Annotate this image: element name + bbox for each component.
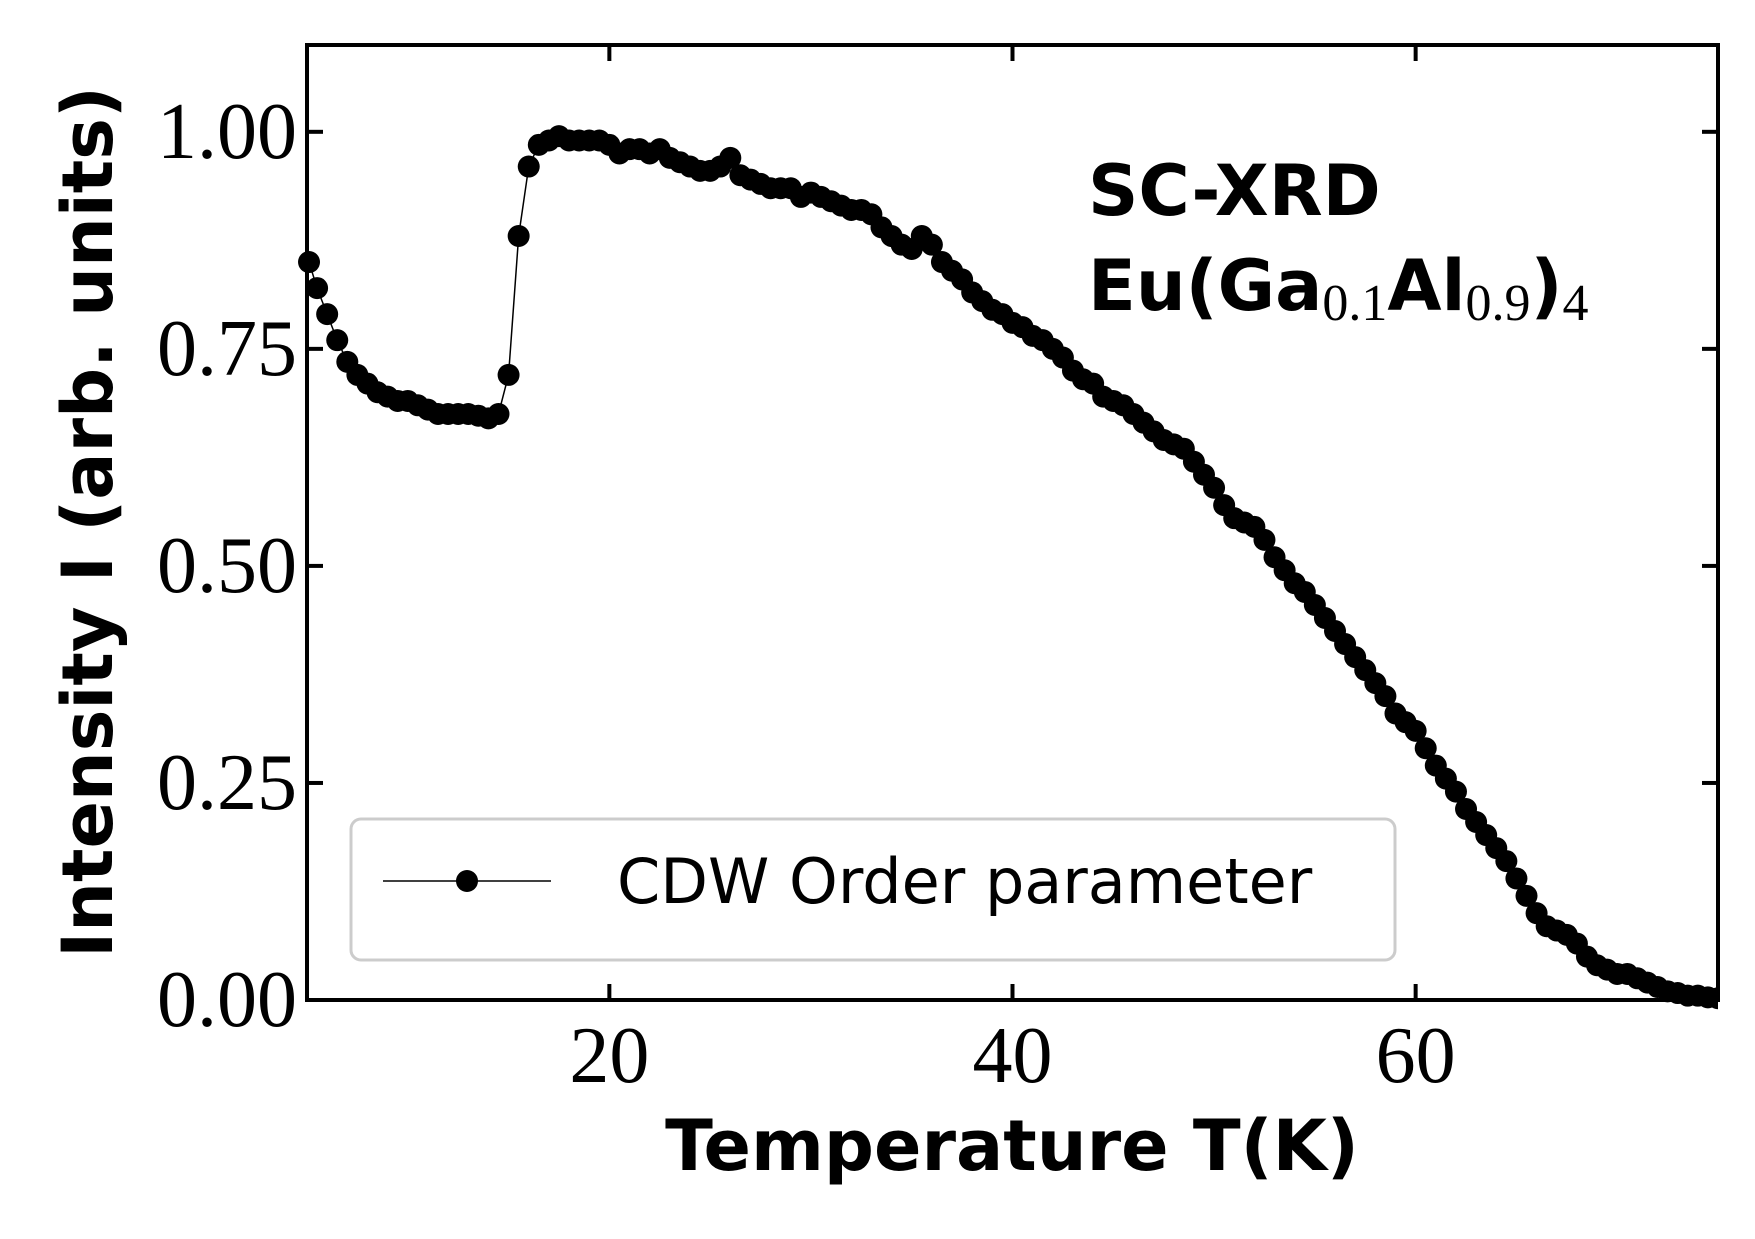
- y-tick-label: 0.00: [157, 956, 297, 1044]
- formula-sub: 0.9: [1466, 275, 1531, 332]
- data-point: [920, 233, 943, 256]
- plot-area: [298, 125, 1718, 1010]
- formula-part: Al: [1387, 245, 1465, 327]
- data-point: [1414, 737, 1437, 760]
- axes-frame: [305, 43, 1720, 1002]
- data-point: [1374, 685, 1397, 708]
- formula-part: Eu(Ga: [1088, 245, 1322, 327]
- data-point: [1495, 850, 1518, 873]
- formula-part: ): [1531, 245, 1563, 327]
- annotation-formula: Eu(Ga0.1Al0.9)4: [1088, 245, 1589, 332]
- x-axis-label: Temperature T(K): [665, 1105, 1359, 1187]
- data-point: [1505, 867, 1528, 890]
- data-point: [306, 277, 329, 300]
- x-tick-label: 60: [1376, 1012, 1456, 1100]
- legend-box: [349, 817, 1397, 962]
- y-tick-label: 1.00: [157, 88, 297, 176]
- data-point: [316, 303, 339, 326]
- legend-label: CDW Order parameter: [617, 845, 1313, 918]
- data-point: [517, 155, 540, 178]
- x-tick-label: 20: [569, 1012, 649, 1100]
- data-point: [1515, 884, 1538, 907]
- data-point: [1444, 780, 1467, 803]
- data-point: [719, 146, 742, 169]
- data-point: [1203, 476, 1226, 499]
- formula-sub: 4: [1563, 275, 1589, 332]
- y-tick-label: 0.50: [157, 522, 297, 610]
- y-tick-label: 0.75: [157, 305, 297, 393]
- annotation: SC-XRD: [1088, 150, 1381, 232]
- formula-sub: 0.1: [1322, 275, 1387, 332]
- y-axis-label: Intensity I (arb. units): [47, 86, 129, 958]
- data-point: [298, 251, 321, 274]
- data-point: [1253, 528, 1276, 551]
- data-point: [326, 329, 349, 352]
- legend-marker: [456, 870, 478, 892]
- y-tick-label: 0.25: [157, 739, 297, 827]
- data-point: [507, 225, 530, 247]
- data-point: [497, 363, 520, 386]
- data-point: [1404, 719, 1427, 742]
- x-tick-label: 40: [973, 1012, 1053, 1100]
- data-point: [487, 402, 510, 425]
